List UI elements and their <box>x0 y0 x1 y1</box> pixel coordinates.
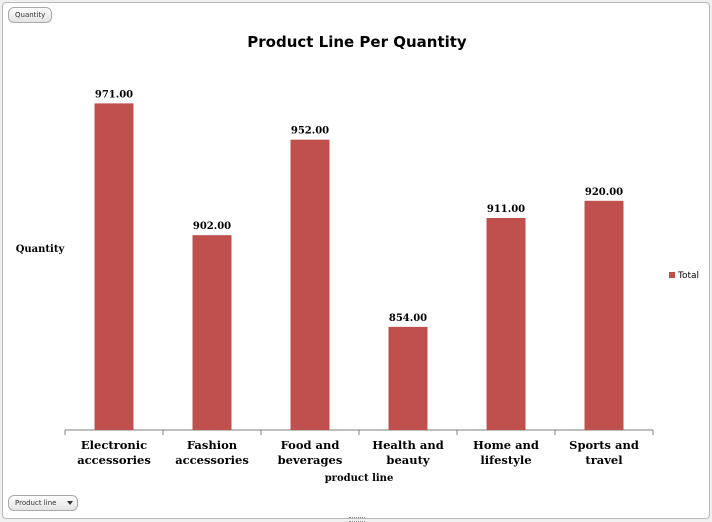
bar[interactable] <box>486 217 526 430</box>
legend: Total <box>669 271 699 281</box>
y-axis-label: Quantity <box>16 244 66 255</box>
category-label: Fashion accessories <box>175 438 249 467</box>
data-label: 971.00 <box>95 89 133 100</box>
category-label: Food and beverages <box>278 438 343 467</box>
category-label: Health and beauty <box>372 438 444 467</box>
plot-area: 971.00 Electronic accessories 902.00 Fashion… <box>64 89 654 467</box>
resize-handle[interactable] <box>349 517 365 522</box>
quantity-field-button[interactable]: Quantity <box>8 7 52 23</box>
x-axis-label: product line <box>325 473 394 484</box>
category-label: Sports and travel <box>569 438 639 467</box>
bar[interactable] <box>388 326 428 430</box>
data-label: 854.00 <box>389 313 427 324</box>
category-label: Home and lifestyle <box>473 438 539 467</box>
legend-label-total: Total <box>677 271 699 281</box>
bar[interactable] <box>94 103 134 430</box>
bar[interactable] <box>584 200 624 430</box>
data-label: 920.00 <box>585 187 623 198</box>
data-label: 952.00 <box>291 126 329 137</box>
category-label: Electronic accessories <box>77 438 151 467</box>
product-line-field-label: Product line <box>15 499 57 507</box>
dropdown-arrow-icon[interactable] <box>67 501 73 505</box>
data-label: 911.00 <box>487 204 525 215</box>
data-label: 902.00 <box>193 221 231 232</box>
chart-title: Product Line Per Quantity <box>247 33 467 51</box>
product-line-field-button[interactable]: Product line <box>8 495 78 511</box>
bar[interactable] <box>192 235 232 430</box>
bar[interactable] <box>290 139 330 430</box>
legend-swatch <box>669 272 675 278</box>
